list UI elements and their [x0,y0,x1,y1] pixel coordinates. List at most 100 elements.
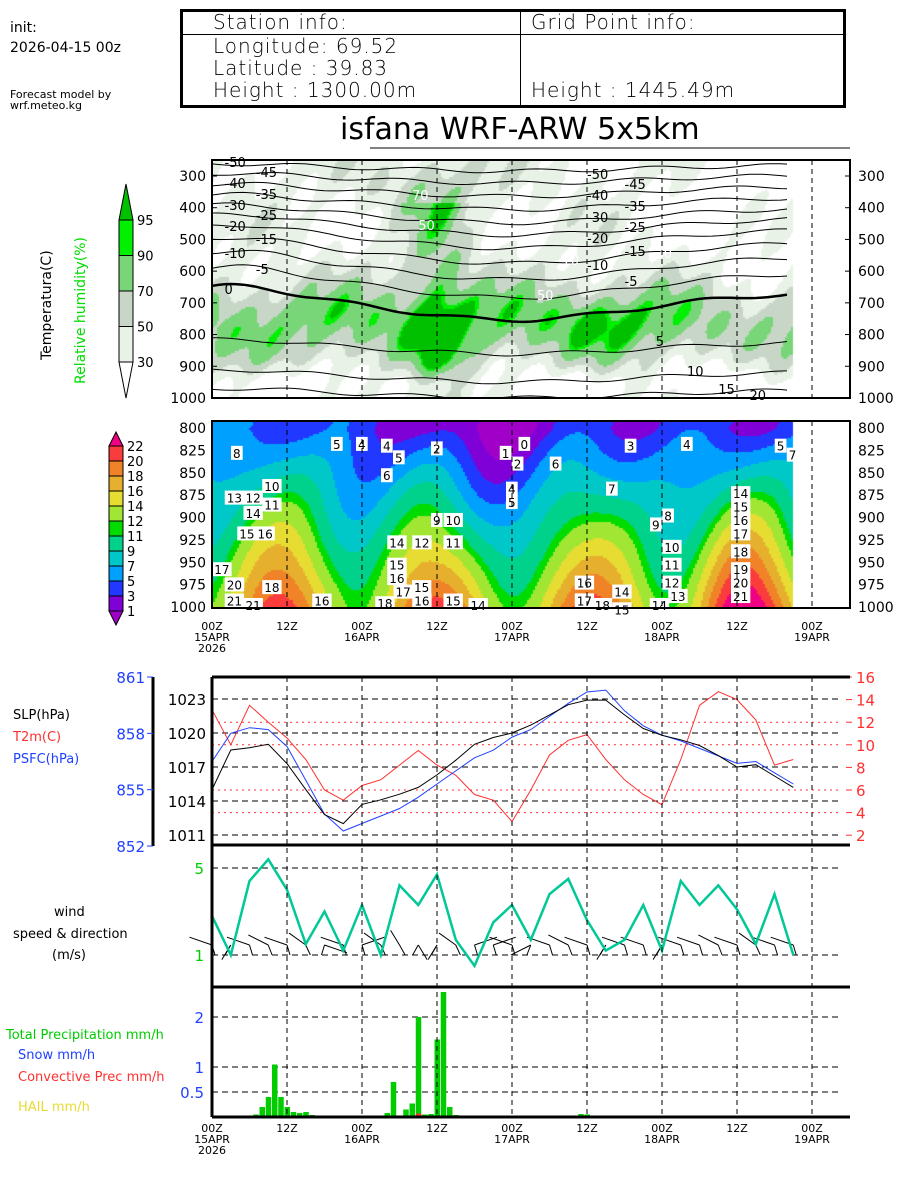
isotherm-line [211,191,788,212]
station-longitude: Longitude: 69.52 [213,34,399,58]
cross-section-year-label: 2026 [198,642,226,655]
wind-label-3: (m/s) [52,948,86,963]
t2m-tick-label: 2 [856,827,866,845]
isotherm-label: -40 [225,177,246,192]
isotherm-line [212,337,788,357]
precip-tick-label: 1 [194,1059,204,1077]
contour-label-bg [731,499,751,514]
wind-tick-label: 1 [194,947,204,965]
contour-label-bg [662,575,682,590]
contour-label: 21 [246,599,261,613]
wind-barb [676,936,700,946]
contour-label-bg [731,512,751,527]
contour-label: 8 [664,510,672,524]
t2m-line [211,691,794,823]
contour-label: 7 [789,449,797,463]
contour-label: 16 [258,527,273,541]
isotherm-line [211,171,788,186]
contour-label: 10 [264,480,279,494]
isotherm-label: 5 [656,335,664,350]
contour-label-bg [393,584,413,599]
psfc-tick-label: 855 [116,782,145,800]
contour-label: 11 [446,536,461,550]
psfc-tick-label: 861 [116,669,145,687]
temp-colorbar-label: 16 [127,485,144,500]
contour-label-bg [650,517,662,532]
precip-bar [384,1113,390,1117]
contour-label: 20 [733,577,748,591]
contour-label: 16 [314,595,329,609]
middle-y-tick-left: 1000 [170,600,206,616]
upper-y-tick-left: 300 [179,169,206,185]
isotherm-line [211,264,788,300]
isotherm-label: -20 [225,220,246,235]
wind-barb [363,932,382,946]
precip-bar [265,1097,272,1117]
isotherm-line [211,224,787,251]
rh-colorbar-label: 95 [137,214,154,229]
wind-barb [738,932,757,946]
contour-label-bg [387,557,407,572]
credit-line-1: Forecast model by [10,88,112,101]
wind-label-1: wind [54,905,85,920]
rh-colorbar-swatch [118,255,134,292]
precip-bar [447,1107,453,1117]
wind-barb [489,936,513,946]
wind-barb [564,936,588,946]
wind-barb-flag [321,944,325,956]
upper-y-tick-right: 1000 [858,391,894,407]
grid-point-height: Height : 1445.49m [531,78,736,102]
contour-label: 5 [395,451,403,465]
credit-line-2: wrf.meteo.kg [10,99,83,112]
middle-y-tick-right: 925 [858,533,885,549]
contour-label: 2 [514,458,522,472]
wind-barb-flag [717,944,723,956]
rh-colorbar-label: 70 [137,285,154,300]
station-height: Height : 1300.00m [213,78,418,102]
temp-colorbar-label: 12 [127,515,144,530]
isotherm-line [211,181,788,199]
isotherm-label: -5 [256,263,269,278]
bottom-time-label: 00Z [201,1122,223,1135]
upper-y-tick-right: 600 [858,264,885,280]
station-info-title: Station info: [213,10,348,34]
contour-label-bg [312,593,332,608]
cross-section-date-label: 19APR [794,631,830,644]
upper-panel-frame [211,159,851,399]
wind-barb [714,936,738,946]
precip-bar [390,1082,397,1117]
t2m-tick-label: 12 [856,714,875,732]
slp-line [211,699,794,825]
contour-label: 11 [264,499,279,513]
middle-y-tick-right: 825 [858,443,885,459]
wind-barb-flag [286,944,291,956]
upper-y-tick-left: 1000 [170,391,206,407]
contour-label: 17 [396,586,411,600]
contour-label: 1 [502,447,510,461]
temperature-legend-title: Temperatura(C) [39,250,55,360]
isotherm-line [212,212,788,238]
isotherm-line [211,202,788,226]
precip-tick-label: 0.5 [180,1084,204,1102]
contour-label-bg [443,593,463,608]
convective-bar [415,1113,422,1117]
wind-barb-flag [412,944,419,956]
t2m-tick-label: 4 [856,805,866,823]
upper-y-tick-right: 900 [858,359,885,375]
wind-barb-flag [774,944,778,956]
precip-legend-total: Total Precipitation mm/h [6,1028,164,1043]
contour-label-bg [549,456,562,471]
contour-label-bg [262,497,282,512]
psfc-line [211,689,794,832]
wind-barb-flag [267,944,273,956]
contour-label-bg [262,580,282,595]
contour-label: 18 [733,545,748,559]
isotherm-line [211,249,788,281]
contour-label: 15 [414,581,429,595]
isotherm-label: -10 [225,247,246,262]
psfc-tick-label: 858 [116,725,145,743]
contour-label: 15 [239,527,254,541]
contour-label-bg [212,562,232,577]
wind-barb [548,934,569,946]
rh-colorbar-swatch [118,219,134,256]
